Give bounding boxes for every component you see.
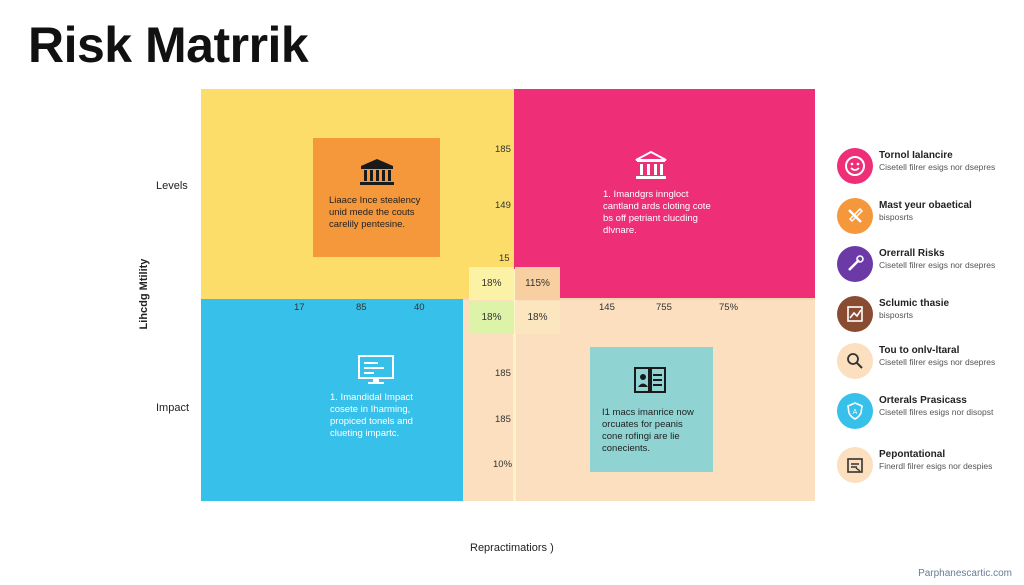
footer-credit: Parphanescartic.com <box>918 568 1012 579</box>
vertical-number: 10% <box>493 459 513 470</box>
legend-item: Tornol Ialancire Cisetell filrer esigs n… <box>837 148 1017 188</box>
quadrant-bottom-left <box>201 299 463 501</box>
horizontal-number: 85 <box>356 302 367 313</box>
monitor-icon <box>358 355 394 384</box>
legend-desc: Cisetell filrer esigs nor dsepres <box>879 357 996 367</box>
legend-desc: bisposrts <box>879 310 914 320</box>
tools-icon <box>848 207 864 223</box>
center-cell: 18% <box>515 301 560 334</box>
legend-desc: Cisetell filrer esigs nor dsepres <box>879 162 996 172</box>
matrix-divider-horizontal <box>463 298 815 300</box>
legend-desc: Cisetell filrer esigs nor dsepres <box>879 260 996 270</box>
vertical-number: 185 <box>495 368 511 379</box>
center-cell: 115% <box>515 267 560 300</box>
card-bottom-right: I1 macs imanrice now orcuates for peanis… <box>590 347 713 472</box>
legend-title: Tornol Ialancire <box>879 150 953 161</box>
horizontal-number: 40 <box>414 302 425 313</box>
magnifier-icon <box>847 353 863 369</box>
wrench-icon <box>848 255 864 271</box>
bank-building-icon <box>635 151 667 179</box>
y-axis-label: Lihcdg Mtility <box>138 258 150 330</box>
matrix-divider-vertical <box>513 269 516 501</box>
legend-item: A Orterals Prasicass Cisetell filres esi… <box>837 393 1017 433</box>
legend-title: Orerrall Risks <box>879 248 945 259</box>
legend-title: Sclumic thasie <box>879 298 950 309</box>
card-text: 1. Imandgrs inngloct cantland ards cloti… <box>603 189 711 236</box>
vertical-number: 185 <box>495 144 511 155</box>
legend-desc: Finerdl filrer esigs nor despies <box>879 461 993 471</box>
legend-item: Tou to onlv-ltaral Cisetell filrer esigs… <box>837 343 1017 383</box>
risk-matrix: 18% 115% 18% 18% Liaace Ince stealency u… <box>201 89 815 501</box>
legend-item: Pepontational Finerdl filrer esigs nor d… <box>837 447 1017 487</box>
legend-icon-circle <box>837 198 873 234</box>
legend-title: Orterals Prasicass <box>879 395 967 406</box>
quadrant-top-right <box>514 89 815 299</box>
horizontal-number: 145 <box>599 302 615 313</box>
center-cell: 18% <box>469 301 514 334</box>
horizontal-number: 17 <box>294 302 305 313</box>
horizontal-number: 755 <box>656 302 672 313</box>
columns-building-icon <box>360 159 394 185</box>
row-label-levels: Levels <box>156 180 188 192</box>
legend-desc: bisposrts <box>879 212 914 222</box>
smiley-icon <box>845 156 865 176</box>
chart-icon <box>847 306 863 322</box>
vertical-number: 149 <box>495 200 511 211</box>
horizontal-number: 75% <box>719 302 739 313</box>
card-top-left: Liaace Ince stealency unid mede the cout… <box>313 138 440 257</box>
legend-icon-circle <box>837 447 873 483</box>
document-id-icon <box>634 367 666 393</box>
legend-item: Orerrall Risks Cisetell filrer esigs nor… <box>837 246 1017 286</box>
legend-item: Mast yeur obaetical bisposrts <box>837 198 1017 238</box>
center-cell: 18% <box>469 267 514 300</box>
vertical-number: 185 <box>495 414 511 425</box>
legend-title: Tou to onlv-ltaral <box>879 345 960 356</box>
legend-icon-circle <box>837 246 873 282</box>
card-text: 1. Imandidal Impact cosete in Iharming, … <box>330 392 413 439</box>
legend-title: Pepontational <box>879 449 946 460</box>
vertical-number: 15 <box>499 253 510 264</box>
card-text: I1 macs imanrice now orcuates for peanis… <box>602 407 694 454</box>
card-text: Liaace Ince stealency unid mede the cout… <box>329 195 421 230</box>
legend-icon-circle: A <box>837 393 873 429</box>
page-title: Risk Matrrik <box>28 17 309 73</box>
legend-item: Sclumic thasie bisposrts <box>837 296 1017 336</box>
shield-icon: A <box>847 402 863 420</box>
legend-icon-circle <box>837 296 873 332</box>
x-axis-label: Repractimatiors ) <box>470 542 554 554</box>
svg-text:A: A <box>853 409 858 416</box>
legend-desc: Cisetell filres esigs nor disopst <box>879 407 994 417</box>
row-label-impact: Impact <box>156 402 190 414</box>
legend-icon-circle <box>837 343 873 379</box>
clipboard-icon <box>847 458 863 473</box>
legend-title: Mast yeur obaetical <box>879 200 972 211</box>
legend-icon-circle <box>837 148 873 184</box>
